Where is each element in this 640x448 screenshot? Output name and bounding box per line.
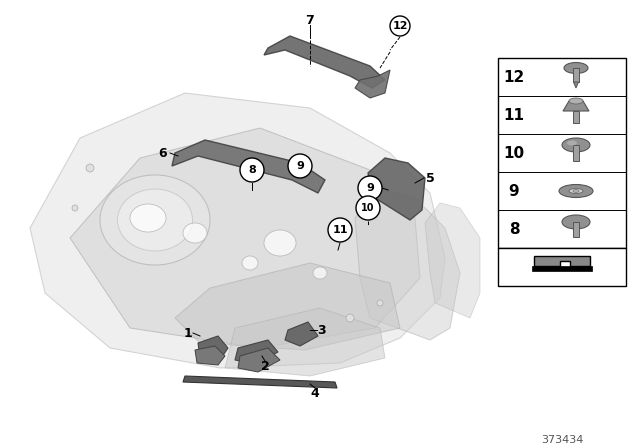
Ellipse shape (183, 223, 207, 243)
Text: 1: 1 (184, 327, 193, 340)
Text: 10: 10 (361, 203, 375, 213)
Ellipse shape (569, 189, 583, 194)
Ellipse shape (313, 267, 327, 279)
Polygon shape (198, 336, 228, 360)
Ellipse shape (564, 63, 588, 73)
Text: 3: 3 (317, 323, 326, 336)
Text: 2: 2 (260, 359, 269, 372)
Ellipse shape (573, 190, 579, 193)
FancyBboxPatch shape (532, 266, 592, 271)
Circle shape (356, 196, 380, 220)
FancyBboxPatch shape (498, 248, 626, 286)
Circle shape (377, 300, 383, 306)
Polygon shape (368, 158, 425, 220)
FancyBboxPatch shape (573, 111, 579, 123)
Polygon shape (195, 346, 225, 365)
Polygon shape (70, 128, 420, 348)
FancyBboxPatch shape (498, 58, 626, 248)
Text: 9: 9 (296, 161, 304, 171)
Polygon shape (563, 101, 589, 111)
Polygon shape (355, 70, 390, 98)
Polygon shape (30, 93, 445, 368)
Polygon shape (573, 82, 579, 88)
Circle shape (72, 205, 78, 211)
Text: 11: 11 (504, 108, 525, 122)
Circle shape (288, 154, 312, 178)
Circle shape (328, 218, 352, 242)
Polygon shape (534, 256, 590, 266)
Text: 12: 12 (392, 21, 408, 31)
Circle shape (86, 164, 94, 172)
Text: 5: 5 (426, 172, 435, 185)
Circle shape (358, 176, 382, 200)
Polygon shape (172, 140, 325, 193)
Text: 10: 10 (504, 146, 525, 160)
FancyBboxPatch shape (573, 145, 579, 161)
Text: 6: 6 (159, 146, 167, 159)
Polygon shape (235, 340, 278, 364)
Ellipse shape (567, 141, 577, 146)
Polygon shape (425, 203, 480, 318)
Ellipse shape (264, 230, 296, 256)
Text: 9: 9 (509, 184, 519, 198)
Text: 9: 9 (366, 183, 374, 193)
FancyBboxPatch shape (573, 68, 579, 82)
Text: 8: 8 (509, 221, 519, 237)
Ellipse shape (242, 256, 258, 270)
Ellipse shape (562, 215, 590, 229)
Polygon shape (285, 322, 318, 346)
Text: 12: 12 (504, 69, 525, 85)
FancyBboxPatch shape (573, 222, 579, 237)
Polygon shape (175, 263, 400, 350)
Text: 373434: 373434 (541, 435, 583, 445)
Circle shape (240, 158, 264, 182)
Ellipse shape (100, 175, 210, 265)
Polygon shape (238, 348, 280, 372)
Polygon shape (225, 308, 385, 376)
Text: 7: 7 (306, 13, 314, 26)
Circle shape (390, 16, 410, 36)
Ellipse shape (130, 204, 166, 232)
Polygon shape (355, 188, 460, 340)
Ellipse shape (569, 98, 583, 104)
Ellipse shape (118, 189, 193, 251)
Polygon shape (183, 376, 337, 388)
Text: 11: 11 (332, 225, 348, 235)
Text: 4: 4 (310, 387, 319, 400)
Text: 8: 8 (248, 165, 256, 175)
Circle shape (346, 314, 354, 322)
Ellipse shape (562, 138, 590, 152)
Ellipse shape (559, 185, 593, 198)
Polygon shape (264, 36, 385, 88)
